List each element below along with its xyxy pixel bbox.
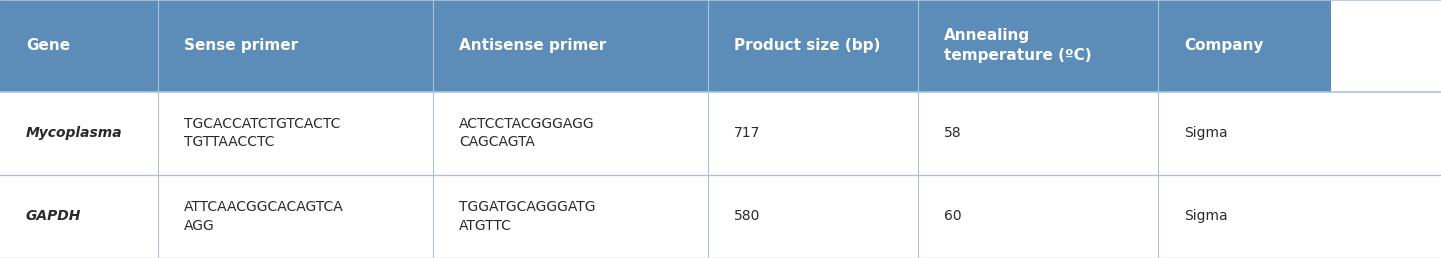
Text: GAPDH: GAPDH [26, 209, 81, 223]
Text: 580: 580 [733, 209, 761, 223]
Text: 717: 717 [733, 126, 761, 140]
Text: ACTCCTACGGGAGG
CAGCAGTA: ACTCCTACGGGAGG CAGCAGTA [458, 117, 595, 149]
Bar [0, 92, 1441, 175]
Bar [708, 0, 918, 92]
Bar [0, 175, 1441, 258]
Text: 58: 58 [944, 126, 961, 140]
Text: Sense primer: Sense primer [184, 38, 298, 53]
Text: Antisense primer: Antisense primer [458, 38, 607, 53]
Text: Annealing
temperature (ºC): Annealing temperature (ºC) [944, 28, 1092, 63]
Text: Sigma: Sigma [1185, 126, 1228, 140]
Bar [159, 0, 432, 92]
Bar [918, 0, 1159, 92]
Bar [432, 0, 708, 92]
Bar [1159, 0, 1331, 92]
Text: Product size (bp): Product size (bp) [733, 38, 880, 53]
Text: TGGATGCAGGGATG
ATGTTC: TGGATGCAGGGATG ATGTTC [458, 200, 595, 233]
Bar [0, 0, 159, 92]
Text: TGCACCATCTGTCACTC
TGTTAACCTC: TGCACCATCTGTCACTC TGTTAACCTC [184, 117, 340, 149]
Text: 60: 60 [944, 209, 961, 223]
Text: Company: Company [1185, 38, 1264, 53]
Text: Mycoplasma: Mycoplasma [26, 126, 122, 140]
Text: Sigma: Sigma [1185, 209, 1228, 223]
Text: ATTCAACGGCACAGTCA
AGG: ATTCAACGGCACAGTCA AGG [184, 200, 344, 233]
Text: Gene: Gene [26, 38, 71, 53]
